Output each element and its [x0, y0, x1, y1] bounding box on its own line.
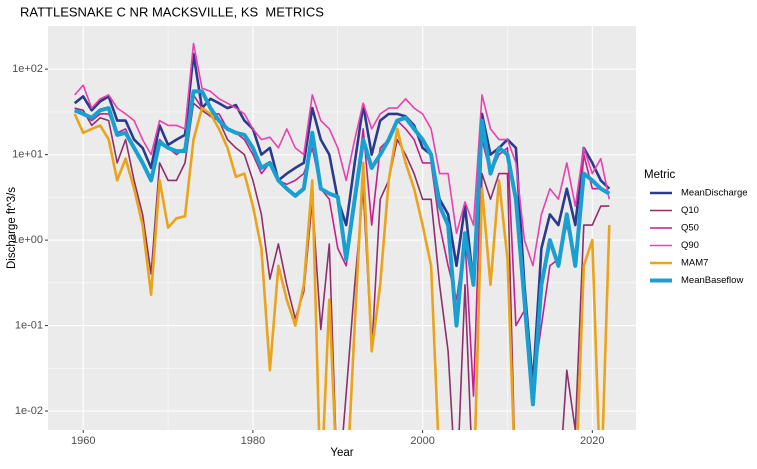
y-axis-label: Discharge ft^3/s: [6, 187, 18, 269]
legend-label: Q90: [681, 240, 699, 251]
y-tick-label: 1e+02: [12, 63, 43, 75]
legend-label: Q50: [681, 223, 699, 234]
series-line: [74, 102, 610, 430]
legend-label: MeanBaseflow: [681, 275, 743, 286]
x-tick-label: 2000: [410, 435, 434, 447]
series-line: [74, 42, 611, 267]
y-tick-label: 1e-01: [15, 319, 43, 331]
series-line: [73, 89, 611, 407]
y-tick-label: 1e+00: [12, 234, 43, 246]
chart-title: RATTLESNAKE C NR MACKSVILLE, KS METRICS: [20, 4, 324, 19]
legend-label: Q10: [681, 205, 699, 216]
x-tick-label: 1960: [71, 435, 95, 447]
y-tick-label: 1e+01: [12, 149, 43, 161]
y-tick-label: 1e-02: [15, 405, 43, 417]
legend-label: MeanDischarge: [681, 188, 748, 199]
legend-title: Metric: [644, 169, 676, 181]
series-line: [73, 106, 611, 430]
legend-label: MAM7: [681, 258, 708, 269]
lines: [73, 42, 611, 430]
x-axis-label: Year: [330, 447, 353, 459]
x-tick-label: 1980: [241, 435, 265, 447]
series-line: [73, 52, 611, 387]
x-tick-label: 2020: [580, 435, 604, 447]
